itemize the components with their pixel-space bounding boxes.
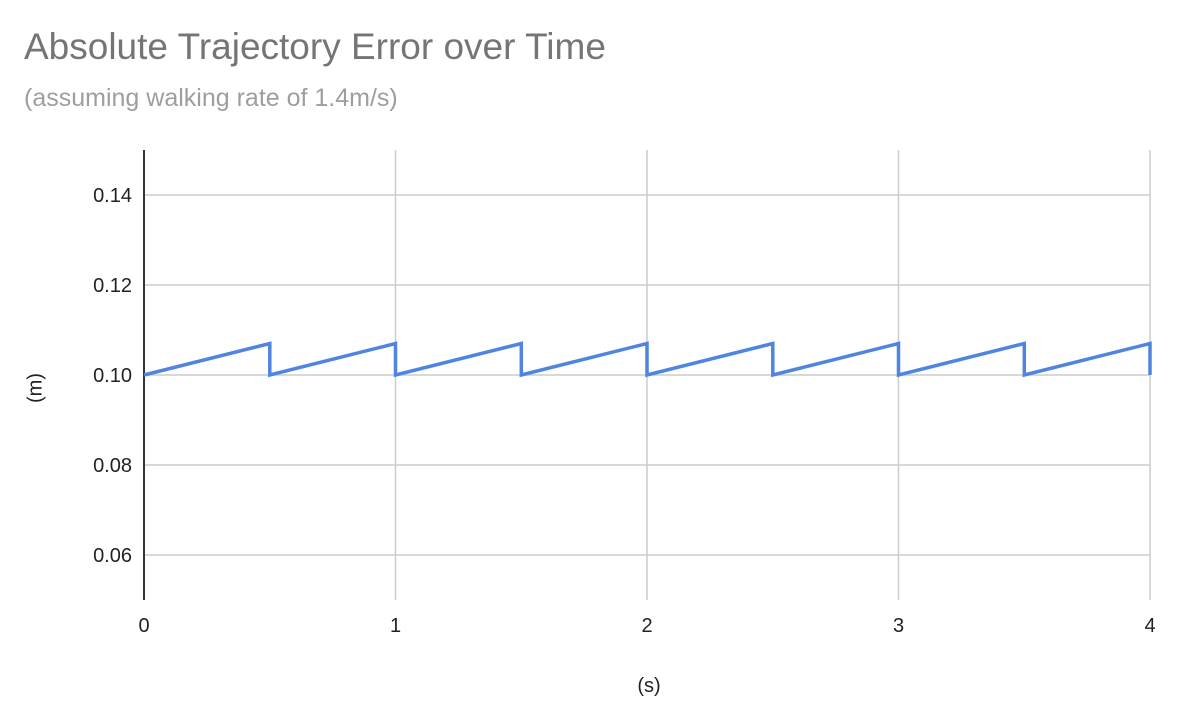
x-tick-label: 3 bbox=[893, 615, 904, 637]
series-line bbox=[143, 341, 1152, 378]
x-tick-label: 4 bbox=[1144, 615, 1155, 637]
x-tick-label: 1 bbox=[390, 615, 401, 637]
chart-subtitle: (assuming walking rate of 1.4m/s) bbox=[24, 84, 398, 112]
series-layer bbox=[143, 341, 1152, 378]
y-tick-label: 0.06 bbox=[93, 545, 132, 567]
x-tick-label: 0 bbox=[138, 615, 149, 637]
y-tick-label: 0.10 bbox=[93, 365, 132, 387]
x-axis-title: (s) bbox=[637, 675, 660, 697]
y-tick-label: 0.14 bbox=[93, 185, 132, 207]
y-tick-label: 0.08 bbox=[93, 455, 132, 477]
x-tick-label: 2 bbox=[641, 615, 652, 637]
y-axis-title: (m) bbox=[24, 373, 46, 403]
tick-labels: 0.06 0.08 0.10 0.12 0.14 0 1 2 3 4 bbox=[93, 185, 1156, 637]
y-tick-label: 0.12 bbox=[93, 275, 132, 297]
chart-title: Absolute Trajectory Error over Time bbox=[24, 26, 606, 67]
